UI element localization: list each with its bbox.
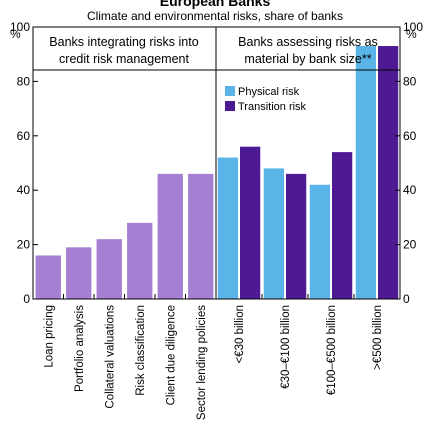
bar-transition-risk-0: [240, 147, 260, 299]
y-tick-label-left-2: 40: [17, 183, 31, 197]
legend-label-transition-risk: Transition risk: [238, 101, 307, 113]
legend-swatch-transition-risk: [225, 101, 235, 111]
x-tick-label-p2-1: €30–€100 billion: [280, 305, 292, 389]
bar-physical-risk-3: [356, 46, 376, 299]
x-tick-label-p1-3: Risk classification: [135, 305, 147, 396]
bars-layer: [36, 46, 399, 299]
y-tick-label-right-0: 0: [403, 292, 410, 306]
bar-transition-risk-3: [378, 46, 398, 299]
bar-transition-risk-2: [332, 152, 352, 299]
x-tick-label-p1-5: Sector lending policies: [196, 305, 208, 420]
bar-physical-risk-0: [218, 158, 238, 299]
panel-1-heading-line-1: Banks integrating risks into: [49, 35, 198, 49]
x-tick-label-p1-0: Loan pricing: [43, 305, 55, 368]
y-tick-label-left-4: 80: [17, 74, 31, 88]
x-tick-label-p2-0: <€30 billion: [234, 305, 246, 364]
y-tick-label-left-3: 60: [17, 129, 31, 143]
x-tick-label-p2-2: €100–€500 billion: [326, 305, 338, 395]
bar-sector-lending-policies: [188, 174, 213, 299]
legend-swatch-physical-risk: [225, 86, 235, 96]
bar-loan-pricing: [36, 255, 61, 299]
x-tick-label-p1-4: Client due diligence: [165, 305, 177, 405]
y-tick-label-right-2: 40: [403, 183, 417, 197]
left-axis-unit: %: [10, 27, 21, 41]
bar-risk-classification: [127, 223, 152, 299]
bar-portfolio-analysis: [66, 247, 91, 299]
x-tick-label-p1-1: Portfolio analysis: [74, 305, 86, 392]
bar-transition-risk-1: [286, 174, 306, 299]
panel-2-heading-line-1: Banks assessing risks as: [238, 35, 378, 49]
x-tick-label-p1-2: Collateral valuations: [104, 305, 116, 409]
panel-2-heading-line-2: material by bank size**: [244, 52, 371, 66]
bar-client-due-diligence: [158, 174, 183, 299]
y-tick-label-left-0: 0: [23, 292, 30, 306]
y-tick-label-right-3: 60: [403, 129, 417, 143]
y-tick-label-left-1: 20: [17, 238, 31, 252]
y-tick-label-right-4: 80: [403, 74, 417, 88]
bar-physical-risk-1: [264, 168, 284, 299]
bar-collateral-valuations: [97, 239, 122, 299]
y-tick-label-right-1: 20: [403, 238, 417, 252]
legend-label-physical-risk: Physical risk: [238, 86, 300, 98]
bar-physical-risk-2: [310, 185, 330, 299]
x-tick-label-p2-3: >€500 billion: [372, 305, 384, 370]
legend: Physical risk Transition risk: [225, 86, 307, 113]
right-axis-unit: %: [406, 27, 417, 41]
panel-1-heading-line-2: credit risk management: [59, 52, 189, 66]
